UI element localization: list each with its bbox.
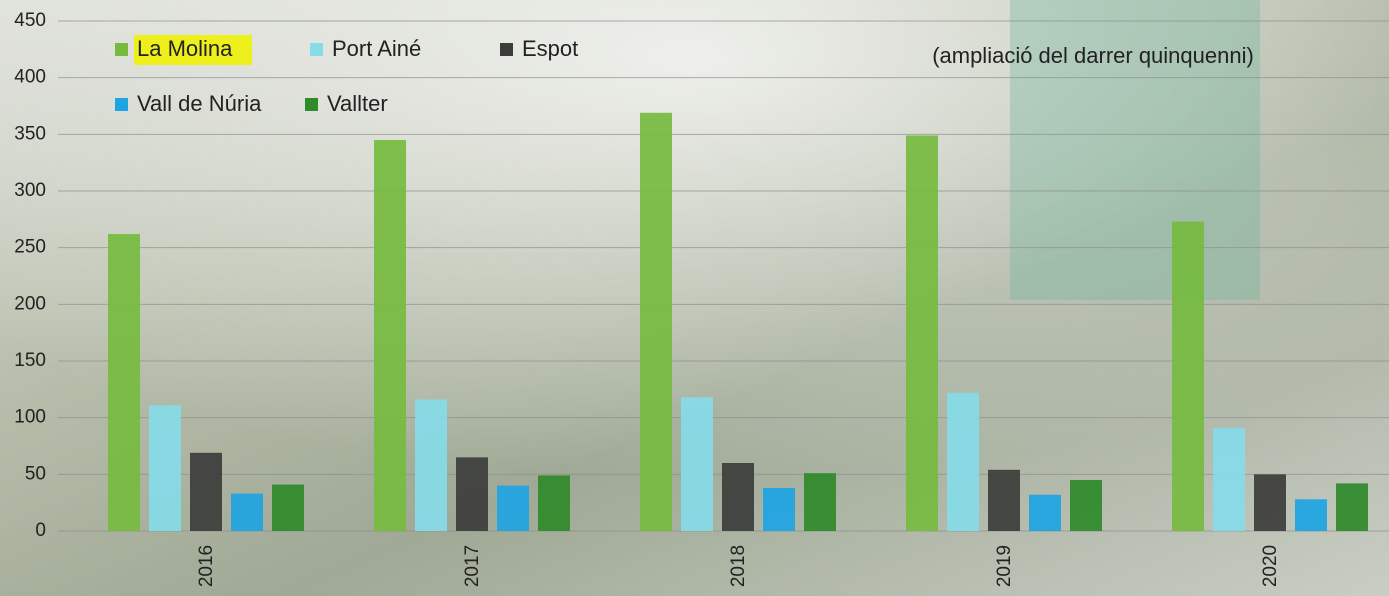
bar [804, 473, 836, 531]
legend-highlight [134, 35, 252, 65]
legend-swatch [115, 98, 128, 111]
bar [456, 457, 488, 531]
bar [231, 493, 263, 531]
legend-swatch [310, 43, 323, 56]
bar [1254, 474, 1286, 531]
bar [640, 112, 672, 532]
bar [1295, 499, 1327, 531]
y-tick-label: 200 [14, 293, 46, 314]
legend-label: Espot [522, 36, 578, 61]
bar [272, 484, 304, 531]
bar [497, 485, 529, 531]
bar [1029, 494, 1061, 531]
bar [374, 140, 406, 531]
y-tick-label: 50 [25, 463, 46, 484]
bar [1172, 221, 1204, 531]
bar [538, 475, 570, 531]
y-tick-label: 0 [35, 520, 46, 541]
bar [108, 234, 140, 532]
annotation: (ampliació del darrer quinquenni) [932, 43, 1254, 68]
bar [1336, 483, 1368, 531]
y-tick-label: 250 [14, 237, 46, 258]
y-tick-label: 300 [14, 180, 46, 201]
y-tick-label: 450 [14, 10, 46, 31]
bar [190, 452, 222, 531]
x-tick-label: 2020 [1260, 545, 1281, 587]
y-tick-label: 100 [14, 407, 46, 428]
y-tick-label: 150 [14, 350, 46, 371]
background-figure [1010, 0, 1260, 300]
bar [763, 487, 795, 531]
x-tick-label: 2017 [462, 545, 483, 587]
legend-label: Vallter [327, 91, 388, 116]
bar [988, 469, 1020, 531]
bar [1213, 427, 1245, 531]
legend-label: Vall de Núria [137, 91, 262, 116]
x-tick-label: 2016 [196, 545, 217, 587]
x-tick-label: 2018 [728, 545, 749, 587]
legend-swatch [500, 43, 513, 56]
legend-label: Port Ainé [332, 36, 421, 61]
bar [722, 463, 754, 531]
x-tick-label: 2019 [994, 545, 1015, 587]
y-tick-label: 400 [14, 67, 46, 88]
legend-swatch [115, 43, 128, 56]
bar [1070, 480, 1102, 531]
legend-swatch [305, 98, 318, 111]
bar [947, 392, 979, 531]
bar [415, 399, 447, 531]
legend-label: La Molina [137, 36, 233, 61]
y-tick-label: 350 [14, 123, 46, 144]
bar [149, 405, 181, 531]
bar [681, 397, 713, 531]
bar [906, 135, 938, 531]
